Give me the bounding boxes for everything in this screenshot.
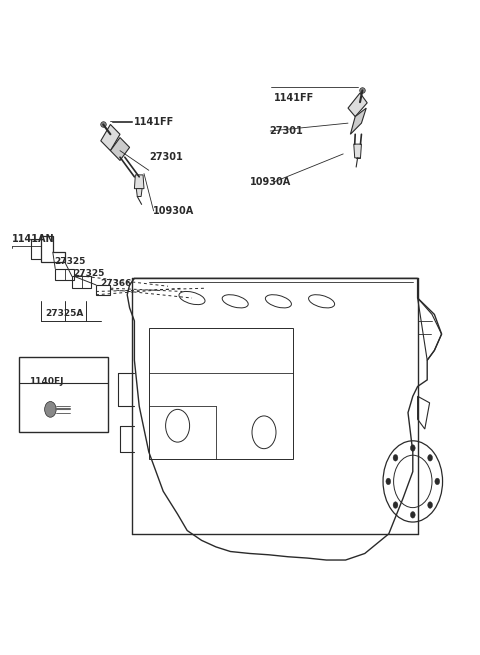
Circle shape [428,455,432,461]
Text: 1141FF: 1141FF [274,93,314,103]
Polygon shape [110,138,130,160]
Circle shape [435,478,440,485]
Circle shape [428,502,432,508]
Circle shape [393,455,398,461]
Text: 27325: 27325 [54,257,85,267]
Polygon shape [136,189,142,196]
Polygon shape [350,108,366,134]
Text: 27301: 27301 [149,152,182,162]
Text: 27325A: 27325A [46,309,84,318]
Text: 10930A: 10930A [153,206,194,216]
Polygon shape [134,175,144,189]
Text: 1141AN: 1141AN [12,234,54,244]
Bar [149,328,293,458]
Text: 1141FF: 1141FF [133,117,174,128]
Polygon shape [101,124,120,151]
Polygon shape [354,144,361,158]
Text: 10930A: 10930A [250,177,291,187]
Circle shape [45,402,56,417]
Circle shape [410,445,415,451]
Text: 27366: 27366 [100,279,131,288]
Text: 27301: 27301 [269,126,302,136]
Circle shape [386,478,391,485]
Circle shape [410,512,415,518]
Text: 27325: 27325 [73,269,104,278]
Bar [19,357,108,432]
Circle shape [393,502,398,508]
Polygon shape [348,93,367,117]
Text: 1140EJ: 1140EJ [29,377,63,386]
